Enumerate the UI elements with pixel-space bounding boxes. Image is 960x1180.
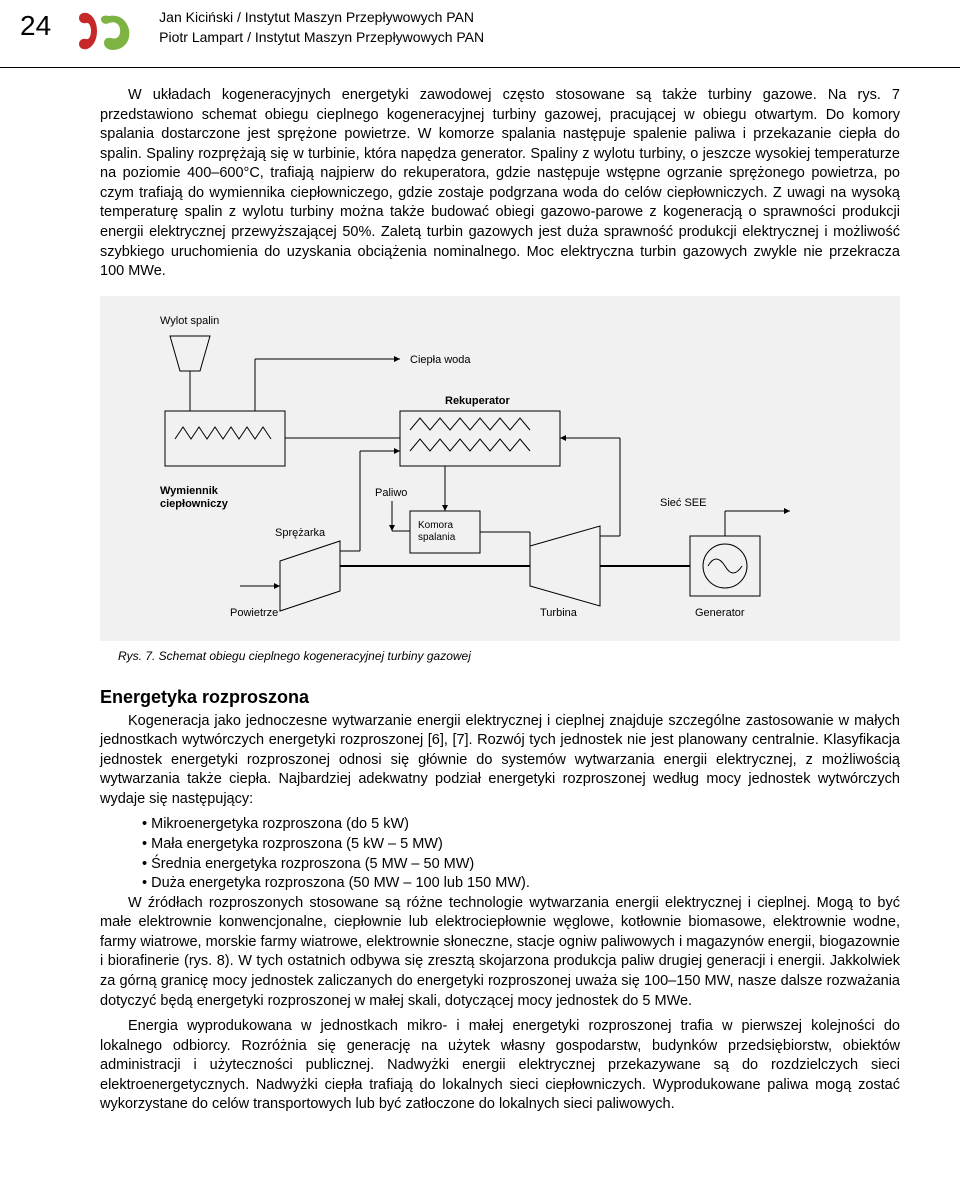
bullet-3: • Średnia energetyka rozproszona (5 MW –… — [156, 855, 900, 875]
author-line: Jan Kiciński / Instytut Maszyn Przepływo… — [159, 8, 484, 28]
authors-block: Jan Kiciński / Instytut Maszyn Przepływo… — [159, 8, 484, 47]
label-siec-see: Sieć SEE — [660, 497, 706, 509]
section2-para2: W źródłach rozproszonych stosowane są ró… — [100, 894, 900, 1011]
label-generator: Generator — [695, 607, 745, 619]
label-wylot-spalin: Wylot spalin — [160, 315, 219, 327]
diagram-figure-7: Wylot spalin Wymiennik ciepłowniczy Ciep… — [100, 296, 900, 641]
label-komora-2: spalania — [418, 532, 456, 543]
bullet-1: • Mikroenergetyka rozproszona (do 5 kW) — [156, 815, 900, 835]
author-line: Piotr Lampart / Instytut Maszyn Przepływ… — [159, 28, 484, 48]
bullet-4: • Duża energetyka rozproszona (50 MW – 1… — [156, 874, 900, 894]
section-heading-energetyka: Energetyka rozproszona — [100, 687, 900, 708]
page-header: 24 Jan Kiciński / Instytut Maszyn Przepł… — [0, 0, 960, 68]
logo — [71, 8, 141, 57]
label-rekuperator: Rekuperator — [445, 395, 511, 407]
page-number: 24 — [20, 8, 51, 40]
label-turbina: Turbina — [540, 607, 578, 619]
figure-7-caption: Rys. 7. Schemat obiegu cieplnego kogener… — [118, 649, 900, 663]
label-wymiennik-2: ciepłowniczy — [160, 498, 229, 510]
label-wymiennik-1: Wymiennik — [160, 485, 219, 497]
label-ciepla-woda: Ciepła woda — [410, 354, 471, 366]
section2-para3: Energia wyprodukowana w jednostkach mikr… — [100, 1017, 900, 1115]
label-sprezarka: Sprężarka — [275, 527, 326, 539]
section2-para1: Kogeneracja jako jednoczesne wytwarzanie… — [100, 712, 900, 810]
label-paliwo: Paliwo — [375, 487, 407, 499]
paragraph-1: W układach kogeneracyjnych energetyki za… — [100, 86, 900, 282]
label-komora-1: Komora — [418, 520, 453, 531]
label-powietrze: Powietrze — [230, 607, 278, 619]
bullet-2: • Mała energetyka rozproszona (5 kW – 5 … — [156, 835, 900, 855]
page-content: W układach kogeneracyjnych energetyki za… — [0, 68, 960, 1141]
